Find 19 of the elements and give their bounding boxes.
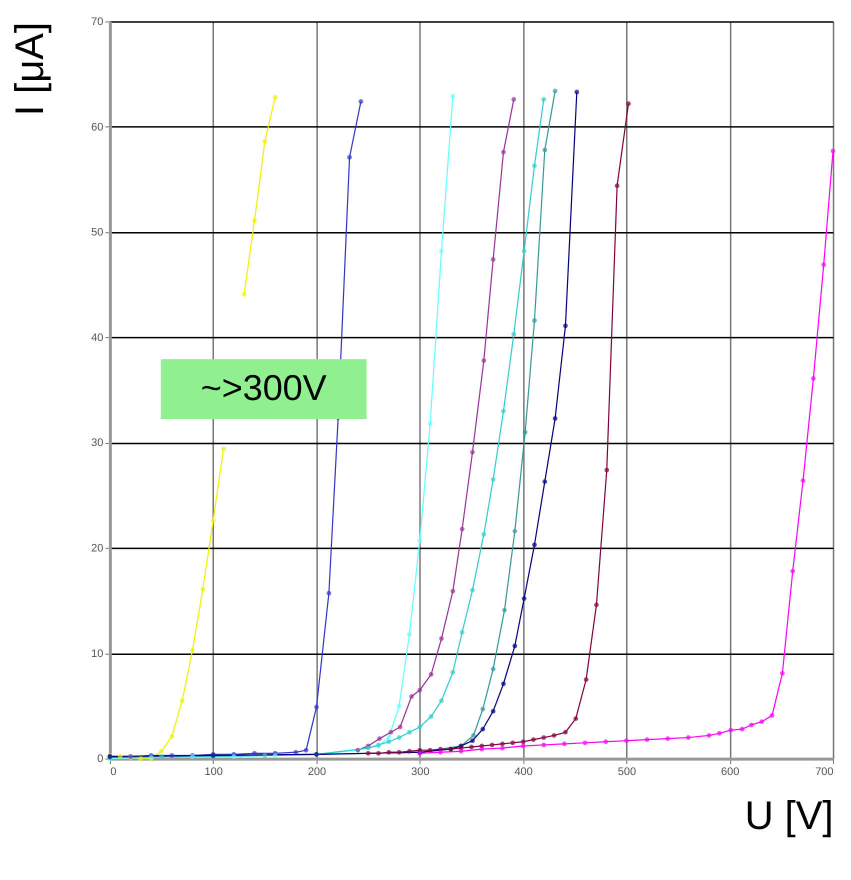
y-tick-label: 60 bbox=[91, 121, 104, 134]
y-axis-title: I [μA] bbox=[8, 22, 52, 116]
y-tick-label: 70 bbox=[91, 16, 104, 28]
x-axis-title: U [V] bbox=[744, 794, 834, 838]
x-tick-label: 100 bbox=[204, 766, 223, 778]
x-tick-label: 600 bbox=[721, 766, 740, 778]
y-tick-label: 50 bbox=[91, 226, 104, 239]
annotation: ~>300V bbox=[200, 367, 327, 408]
x-tick-label: 200 bbox=[308, 766, 326, 778]
y-tick-label: 30 bbox=[91, 437, 104, 450]
x-tick-label: 400 bbox=[514, 766, 533, 778]
x-tick-label: 700 bbox=[815, 766, 834, 778]
y-tick-label: 20 bbox=[91, 542, 104, 554]
x-tick-label: 300 bbox=[411, 766, 430, 778]
y-tick-label: 0 bbox=[97, 753, 104, 766]
x-tick-label: 500 bbox=[618, 766, 636, 778]
x-tick-label: 0 bbox=[110, 766, 116, 778]
y-tick-label: 40 bbox=[91, 332, 104, 344]
y-tick-label: 10 bbox=[91, 648, 104, 660]
